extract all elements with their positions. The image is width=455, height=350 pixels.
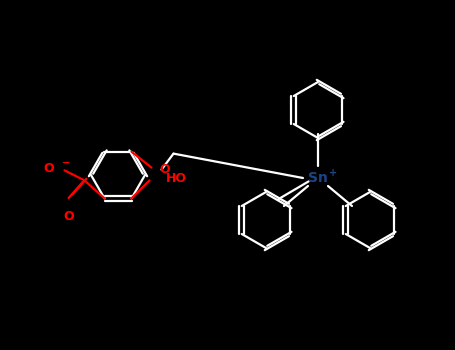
Text: Sn: Sn [308,171,328,185]
Text: +: + [329,168,337,178]
Text: O: O [160,163,170,176]
Text: O: O [63,210,74,223]
Text: HO: HO [166,172,187,185]
Text: −: − [61,158,70,167]
Text: O: O [44,162,55,175]
